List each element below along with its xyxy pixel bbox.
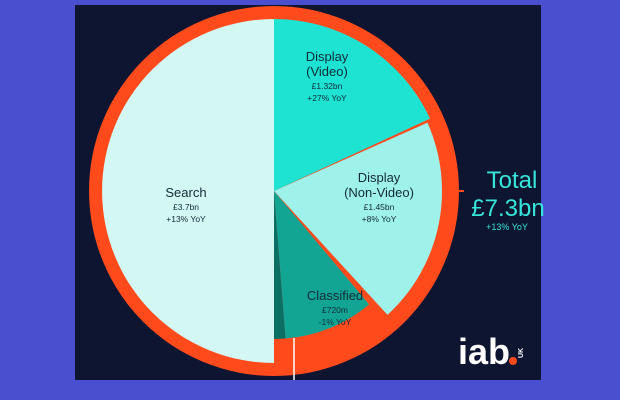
- slice-yoy-display-video: +27% YoY: [307, 93, 347, 103]
- slice-yoy-search: +13% YoY: [166, 214, 206, 224]
- slice-value-classified: £720m: [322, 305, 348, 315]
- logo-sub: UK: [518, 348, 525, 358]
- slice-label-display-video-2: (Video): [306, 64, 348, 79]
- slice-label-search: Search: [165, 185, 206, 200]
- total-value: £7.3bn: [471, 195, 544, 222]
- logo-text: iab: [458, 331, 510, 372]
- slice-label-display-non-video-1: Display: [358, 170, 401, 185]
- slice-label-display-non-video-2: (Non-Video): [344, 185, 414, 200]
- total-label: Total: [487, 167, 538, 194]
- slice-yoy-classified: -1% YoY: [319, 317, 352, 327]
- pie-slice-search: [102, 19, 274, 363]
- total-yoy: +13% YoY: [486, 222, 528, 232]
- slice-value-search: £3.7bn: [173, 202, 199, 212]
- slice-value-display-non-video: £1.45bn: [364, 202, 395, 212]
- pie-slice-classified: [274, 191, 370, 339]
- slice-yoy-display-non-video: +8% YoY: [362, 214, 397, 224]
- slice-value-display-video: £1.32bn: [312, 81, 343, 91]
- pie-slice-other: [271, 191, 286, 340]
- iab-logo: iab UK: [458, 331, 525, 372]
- logo-dot: [509, 357, 517, 365]
- slice-label-classified: Classified: [307, 288, 363, 303]
- pie-slice-display-non-video: [274, 122, 443, 315]
- slice-label-display-video-1: Display: [306, 49, 349, 64]
- pie-slice-display-video: [274, 19, 431, 191]
